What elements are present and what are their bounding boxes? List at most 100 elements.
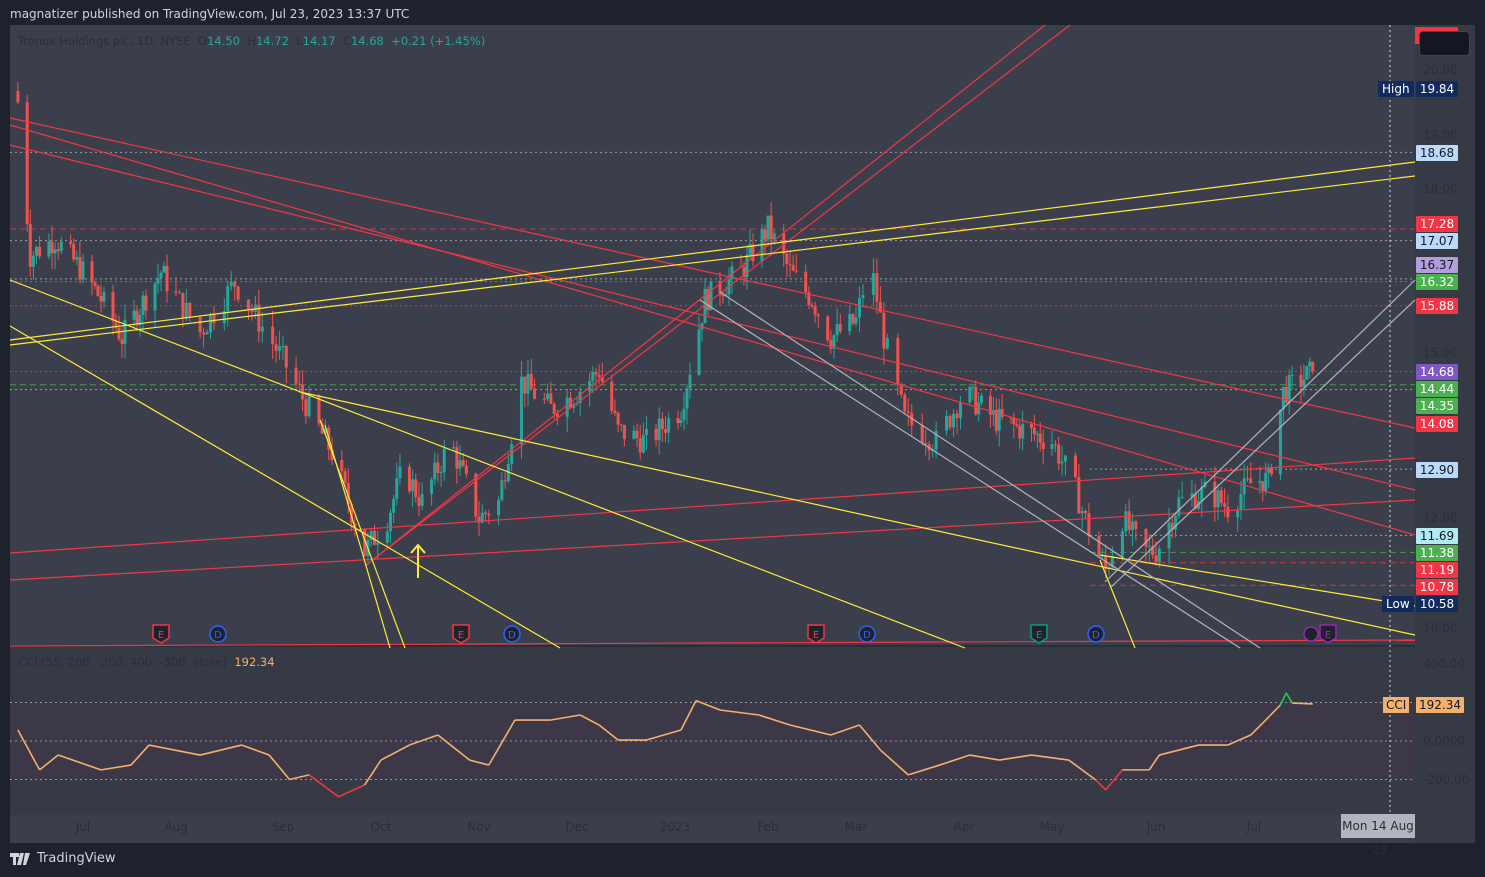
candle-body [977, 402, 981, 415]
candle-body [1144, 528, 1148, 547]
candle-body [1223, 503, 1227, 507]
candle-body [1226, 506, 1230, 518]
time-axis-label: Sep [271, 820, 295, 834]
price-level-tag: 14.08 [1416, 416, 1458, 432]
candle-body [1050, 444, 1054, 450]
cci-legend[interactable]: CCI (55, 200, -200, 400, -300, close) 19… [18, 655, 275, 669]
tradingview-logo[interactable]: TradingView [10, 851, 116, 866]
candle-body [159, 272, 163, 279]
candle-body [294, 367, 298, 384]
trend-line [369, 24, 1071, 563]
cci-line-segment [1105, 769, 1124, 791]
candle-body [132, 310, 136, 320]
earnings-event-icon[interactable]: E [152, 624, 170, 644]
candle-body [487, 513, 491, 516]
candle-body [635, 430, 639, 439]
candle-body [174, 291, 178, 293]
candle-body [980, 395, 984, 403]
dividend-event-icon[interactable]: D [209, 625, 227, 643]
price-level-tag: 14.44 [1416, 381, 1458, 397]
candle-body [885, 338, 889, 349]
event-letter: E [458, 630, 464, 641]
candle-body [411, 479, 415, 492]
candle-body [903, 394, 907, 412]
candle-body [529, 373, 533, 389]
candle-body [1084, 510, 1088, 514]
candle-body [594, 371, 598, 375]
candle-body [555, 413, 559, 417]
trend-line [9, 144, 1416, 491]
candle-body [861, 294, 865, 299]
candle-body [385, 531, 389, 543]
cci-line-segment [148, 744, 201, 756]
candle-body [99, 295, 103, 302]
candle-body [549, 393, 553, 404]
trend-line [9, 457, 1416, 554]
earnings-event-icon[interactable]: E [1030, 624, 1048, 644]
candle-body [474, 473, 478, 517]
price-tick: 18.00 [1423, 182, 1458, 196]
dividend-badge [503, 625, 521, 643]
price-level-tag: 10.78 [1416, 579, 1458, 595]
candle-body [688, 374, 692, 389]
candle-body [1216, 490, 1220, 508]
candle-body [1200, 486, 1204, 502]
cci-line-segment [1292, 702, 1313, 705]
candle-body [281, 346, 285, 348]
split-event-icon [1303, 626, 1319, 642]
candle-body [1281, 386, 1285, 410]
time-axis-label: Dec [565, 820, 589, 834]
time-axis-label: Apr [953, 820, 975, 834]
earnings-event-icon[interactable]: E [807, 624, 825, 644]
candle-body [430, 479, 434, 495]
cci-line-segment [858, 724, 882, 751]
candle-body [1190, 493, 1194, 497]
candle-body [1134, 521, 1138, 529]
cci-line-segment [999, 754, 1032, 761]
dividend-event-icon[interactable]: D [503, 625, 521, 643]
symbol-name: Tronox Holdings plc, 1D, NYSE [18, 34, 191, 48]
earnings-event-icon[interactable]: E [1319, 624, 1337, 644]
cci-line-segment [1031, 754, 1069, 761]
price-tick: 20.00 [1423, 63, 1458, 77]
event-letter: E [813, 630, 819, 641]
candle-body [772, 233, 776, 240]
candle-body [638, 438, 642, 453]
publisher-caption: magnatizer published on TradingView.com,… [10, 7, 410, 21]
candle-body [253, 304, 257, 312]
candle-body [920, 425, 924, 444]
candle-body [810, 304, 814, 307]
candle-body [1174, 515, 1178, 530]
candle-body [1219, 490, 1223, 504]
candle-body [1073, 455, 1077, 478]
cci-value-tag: 192.34 [1416, 697, 1464, 713]
candle-body [785, 253, 789, 264]
cci-line-segment [1148, 754, 1160, 771]
candle-body [442, 448, 446, 473]
time-axis-label: 2023 [659, 820, 691, 834]
candle-body [102, 292, 106, 302]
candle-body [565, 397, 569, 417]
cci-line-segment [338, 784, 365, 798]
candle-body [878, 302, 882, 313]
candle-body [1170, 522, 1174, 530]
cci-line-segment [1095, 779, 1107, 791]
candle-body [971, 386, 975, 388]
candle-body [718, 280, 722, 296]
candle-body [676, 418, 680, 423]
earnings-event-icon[interactable]: E [452, 624, 470, 644]
candle-body [439, 472, 443, 474]
time-axis-label: Jul [75, 820, 91, 834]
dividend-event-icon[interactable]: D [858, 625, 876, 643]
candle-body [782, 233, 786, 254]
dividend-event-icon[interactable]: D [1087, 625, 1105, 643]
low-label: L [296, 34, 303, 48]
up-arrow-icon [410, 543, 426, 578]
candle-body [578, 391, 582, 403]
axis-settings-button[interactable] [1419, 31, 1470, 56]
candle-body [685, 388, 689, 409]
price-level-tag: 17.07 [1416, 233, 1458, 249]
candle-body [156, 278, 160, 284]
candle-body [730, 266, 734, 280]
